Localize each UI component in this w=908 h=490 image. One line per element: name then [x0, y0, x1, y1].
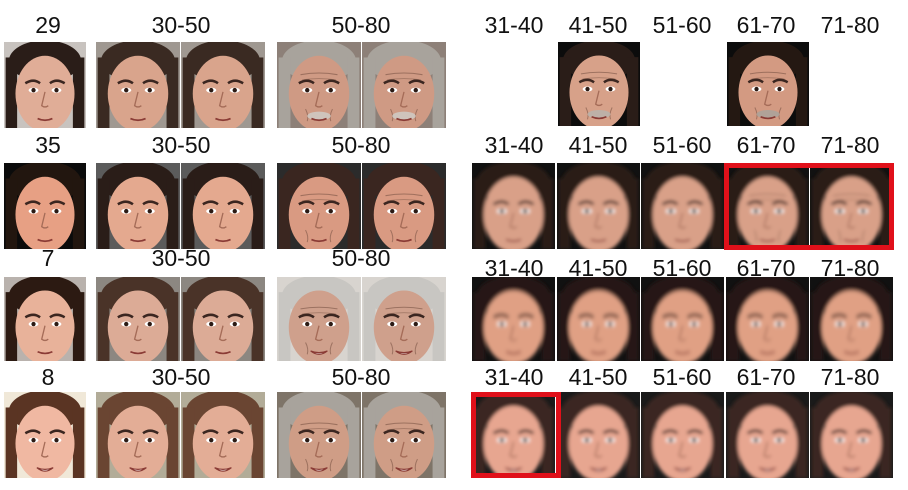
- input-age-label-row3: 7: [41, 245, 55, 271]
- decade-face-41-50-row3: [557, 277, 640, 361]
- aged-face-50-80-b-row4: [362, 392, 446, 478]
- input-face-photo-row4: [4, 392, 86, 478]
- aged-face-30-50-a-row1: [96, 42, 180, 128]
- group-age-label-row1-a: 30-50: [151, 12, 211, 38]
- decade-face-61-70-row4: [726, 392, 809, 478]
- decade-face-51-60-row3: [641, 277, 724, 361]
- decade-label-row2-2: 41-50: [568, 132, 628, 158]
- decade-face-41-50-row1: [558, 42, 640, 126]
- aged-face-30-50-b-row1: [181, 42, 265, 128]
- aged-face-50-80-b-row2: [362, 163, 446, 249]
- input-age-label-row1: 29: [35, 12, 61, 38]
- decade-label-row1-4: 61-70: [736, 12, 796, 38]
- aged-face-50-80-a-row1: [277, 42, 361, 128]
- decade-face-61-70-row2: [726, 163, 809, 249]
- group-age-label-row3-b: 50-80: [331, 245, 391, 271]
- aged-face-30-50-b-row4: [181, 392, 265, 478]
- decade-label-row4-2: 41-50: [568, 364, 628, 390]
- decade-face-71-80-row4: [810, 392, 893, 478]
- aged-face-30-50-a-row2: [96, 163, 180, 249]
- decade-label-row4-1: 31-40: [484, 364, 544, 390]
- decade-label-row4-4: 61-70: [736, 364, 796, 390]
- decade-label-row2-4: 61-70: [736, 132, 796, 158]
- input-age-label-row2: 35: [35, 132, 61, 158]
- aged-face-30-50-a-row3: [96, 277, 180, 361]
- aged-face-30-50-b-row3: [181, 277, 265, 361]
- decade-label-row1-2: 41-50: [568, 12, 628, 38]
- decade-face-41-50-row2: [557, 163, 640, 249]
- input-face-photo-row2: [4, 163, 86, 249]
- aged-face-50-80-b-row1: [362, 42, 446, 128]
- group-age-label-row3-a: 30-50: [151, 245, 211, 271]
- group-age-label-row2-b: 50-80: [331, 132, 391, 158]
- decade-label-row1-5: 71-80: [820, 12, 880, 38]
- aged-face-50-80-b-row3: [362, 277, 446, 361]
- decade-label-row2-3: 51-60: [652, 132, 712, 158]
- decade-face-61-70-row3: [726, 277, 809, 361]
- input-face-photo-row3: [4, 277, 86, 361]
- group-age-label-row4-b: 50-80: [331, 364, 391, 390]
- input-age-label-row4: 8: [41, 364, 55, 390]
- decade-face-31-40-row3: [472, 277, 555, 361]
- decade-face-51-60-row2: [641, 163, 724, 249]
- decade-label-row2-1: 31-40: [484, 132, 544, 158]
- aged-face-30-50-a-row4: [96, 392, 180, 478]
- decade-label-row1-1: 31-40: [484, 12, 544, 38]
- decade-label-row4-5: 71-80: [820, 364, 880, 390]
- group-age-label-row4-a: 30-50: [151, 364, 211, 390]
- aged-face-30-50-b-row2: [181, 163, 265, 249]
- aged-face-50-80-a-row3: [277, 277, 361, 361]
- decade-face-71-80-row3: [810, 277, 893, 361]
- decade-face-41-50-row4: [557, 392, 640, 478]
- decade-label-row1-3: 51-60: [652, 12, 712, 38]
- aged-face-50-80-a-row2: [277, 163, 361, 249]
- decade-face-51-60-row4: [641, 392, 724, 478]
- decade-face-31-40-row4: [472, 392, 555, 478]
- input-face-photo-row1: [4, 42, 86, 128]
- decade-face-71-80-row2: [810, 163, 893, 249]
- aged-face-50-80-a-row4: [277, 392, 361, 478]
- decade-face-31-40-row2: [472, 163, 555, 249]
- group-age-label-row2-a: 30-50: [151, 132, 211, 158]
- decade-label-row4-3: 51-60: [652, 364, 712, 390]
- decade-label-row2-5: 71-80: [820, 132, 880, 158]
- decade-face-61-70-row1: [727, 42, 809, 126]
- group-age-label-row1-b: 50-80: [331, 12, 391, 38]
